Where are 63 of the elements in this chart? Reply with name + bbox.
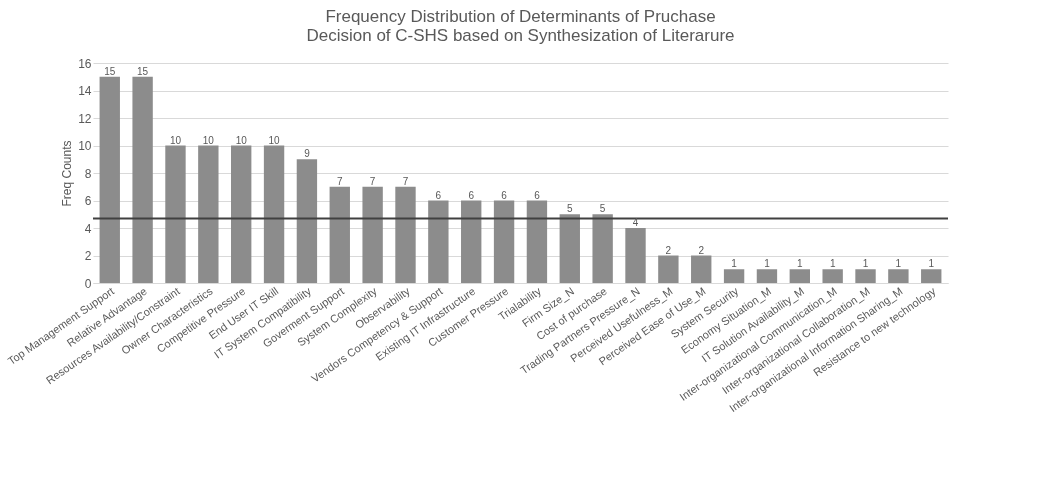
bar: [559, 214, 580, 283]
data-label: 10: [169, 134, 182, 146]
y-tick-label: 14: [78, 84, 92, 98]
bar: [362, 186, 383, 283]
bar: [165, 145, 186, 283]
data-label: 2: [698, 244, 705, 256]
bar: [198, 145, 219, 283]
bar: [625, 228, 646, 283]
bar: [132, 76, 153, 283]
bar: [231, 145, 252, 283]
data-label: 6: [468, 189, 475, 201]
data-label: 10: [235, 134, 248, 146]
bar: [822, 269, 843, 283]
bar: [756, 269, 778, 283]
data-label: 4: [632, 217, 639, 228]
data-label: 10: [202, 134, 215, 146]
bar: [99, 76, 120, 283]
data-label: 15: [104, 65, 116, 77]
data-label: 1: [829, 258, 836, 270]
bar: [592, 214, 613, 283]
data-label: 5: [599, 203, 606, 215]
bar: [855, 269, 876, 283]
bar: [691, 255, 712, 283]
data-label: 7: [336, 175, 343, 187]
bar: [428, 200, 449, 283]
data-label: 9: [304, 148, 311, 160]
bar: [723, 269, 745, 283]
bar: [461, 200, 482, 283]
bar: [493, 200, 515, 283]
bar: [263, 145, 285, 283]
bar: [329, 186, 350, 283]
bar: [658, 255, 679, 283]
y-tick-label: 2: [84, 249, 92, 263]
data-label: 1: [797, 258, 804, 270]
data-label: 1: [928, 258, 935, 270]
y-tick-label: 16: [78, 56, 92, 71]
bar: [921, 269, 942, 283]
data-label: 1: [862, 258, 869, 270]
data-label: 6: [534, 189, 541, 201]
data-label: 1: [895, 258, 902, 270]
data-label: 5: [567, 203, 574, 215]
data-label: 6: [501, 189, 508, 201]
y-tick-label: 12: [78, 111, 92, 126]
chart-title: Frequency Distribution of Determinants of Pruchase Decision of C-SHS based on Synthesization of Literarure: [306, 7, 735, 45]
data-label: 15: [137, 65, 149, 77]
y-tick-label: 6: [84, 194, 92, 208]
data-label: 10: [268, 134, 281, 146]
y-tick-label: 4: [84, 221, 92, 236]
data-label: 7: [402, 175, 409, 187]
bar: [526, 200, 548, 283]
y-tick-label: 8: [84, 166, 92, 181]
data-label: 2: [665, 244, 672, 256]
data-label: 1: [731, 258, 738, 270]
data-label: 1: [764, 258, 771, 270]
bar: [789, 269, 810, 283]
bar: [296, 159, 318, 283]
bar: [395, 186, 416, 283]
y-tick-label: 0: [84, 276, 92, 291]
bar: [888, 269, 909, 283]
data-label: 6: [435, 189, 442, 201]
data-label: 7: [369, 175, 376, 187]
y-tick-label: 10: [78, 139, 92, 153]
y-axis-title: Freq Counts: [60, 140, 75, 207]
